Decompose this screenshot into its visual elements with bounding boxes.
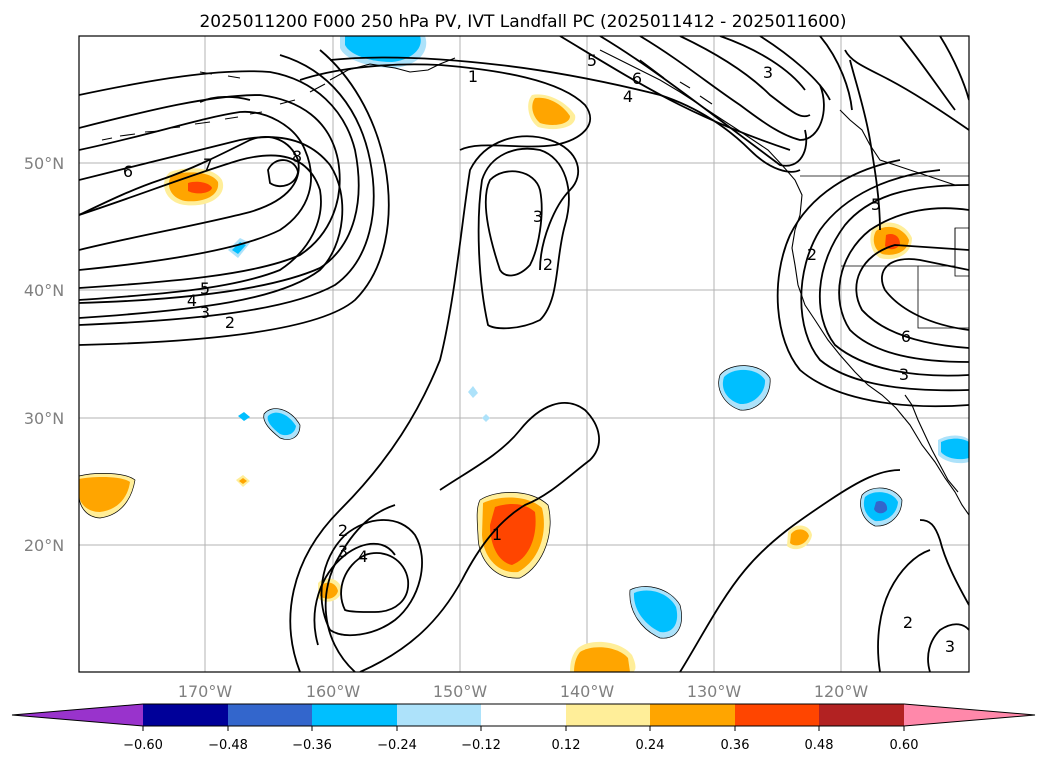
lon-label-140w: 140°W [560, 682, 615, 701]
colorbar-extend-max [904, 704, 1035, 726]
contour-label: 4 [623, 87, 633, 106]
contour-label: 2 [543, 255, 553, 274]
lon-label-170w: 170°W [178, 682, 233, 701]
lon-label-130w: 130°W [687, 682, 742, 701]
colorbar-tick-label: −0.24 [377, 738, 417, 753]
contour-label: 3 [338, 542, 348, 561]
colorbar-tick-label: −0.36 [292, 738, 332, 753]
colorbar-bin [735, 704, 819, 726]
contour-label: 4 [187, 291, 197, 310]
latitude-labels: 50°N 40°N 30°N 20°N [24, 154, 64, 555]
lon-label-120w: 120°W [814, 682, 869, 701]
colorbar-tick-label: 0.12 [552, 738, 581, 753]
contour-label: 3 [899, 365, 909, 384]
map-panel: 6 7 8 5 4 3 2 1 5 6 4 3 2 3 2 5 6 3 1 2 [78, 35, 970, 673]
contour-label: 1 [468, 67, 478, 86]
contour-label: 6 [632, 69, 642, 88]
contour-label: 1 [492, 525, 502, 544]
colorbar-bin [228, 704, 312, 726]
contour-label: 6 [901, 327, 911, 346]
pv-contours [79, 36, 969, 672]
contour-label: 2 [807, 245, 817, 264]
contour-label: 4 [358, 547, 368, 566]
contour-label: 5 [200, 279, 210, 298]
contour-label: 3 [533, 207, 543, 226]
lat-label-20n: 20°N [24, 536, 64, 555]
map-frame [78, 35, 970, 673]
colorbar-tick-label: 0.60 [890, 738, 919, 753]
colorbar-bin [566, 704, 650, 726]
colorbar-bin [143, 704, 228, 726]
contour-labels: 6 7 8 5 4 3 2 1 5 6 4 3 2 3 2 5 6 3 1 2 [123, 51, 955, 656]
colorbar-tick-label: −0.48 [208, 738, 248, 753]
contour-label: 7 [203, 155, 213, 174]
shading-outlines [79, 365, 903, 639]
contour-label: 8 [292, 147, 302, 166]
colorbar: −0.60 −0.48 −0.36 −0.24 −0.12 0.12 0.24 … [11, 703, 1036, 753]
map-background [79, 36, 969, 672]
contour-label: 5 [587, 51, 597, 70]
colorbar-bin [481, 704, 566, 726]
colorbar-tick-label: −0.12 [461, 738, 501, 753]
contour-label: 2 [225, 313, 235, 332]
pv-shading [79, 36, 969, 672]
lon-label-160w: 160°W [306, 682, 361, 701]
colorbar-bin [312, 704, 397, 726]
colorbar-tick-label: 0.24 [636, 738, 665, 753]
colorbar-ticks [142, 726, 905, 731]
contour-label: 2 [903, 613, 913, 632]
contour-label: 3 [200, 303, 210, 322]
colorbar-tick-label: 0.48 [805, 738, 834, 753]
colorbar-extend-min [12, 704, 143, 726]
colorbar-tick-label: 0.36 [721, 738, 750, 753]
contour-label: 5 [871, 195, 881, 214]
contour-label: 6 [123, 162, 133, 181]
contour-label: 2 [338, 521, 348, 540]
colorbar-bin [650, 704, 735, 726]
map-title: 2025011200 F000 250 hPa PV, IVT Landfall… [199, 12, 846, 32]
lon-label-150w: 150°W [433, 682, 488, 701]
colorbar-tick-label: −0.60 [123, 738, 163, 753]
longitude-labels: 170°W 160°W 150°W 140°W 130°W 120°W [178, 682, 869, 701]
contour-label: 3 [945, 637, 955, 656]
colorbar-bin [819, 704, 904, 726]
lat-label-30n: 30°N [24, 409, 64, 428]
contour-label: 3 [763, 63, 773, 82]
lat-label-50n: 50°N [24, 154, 64, 173]
lat-label-40n: 40°N [24, 281, 64, 300]
colorbar-bin [397, 704, 481, 726]
political-borders [800, 175, 969, 329]
